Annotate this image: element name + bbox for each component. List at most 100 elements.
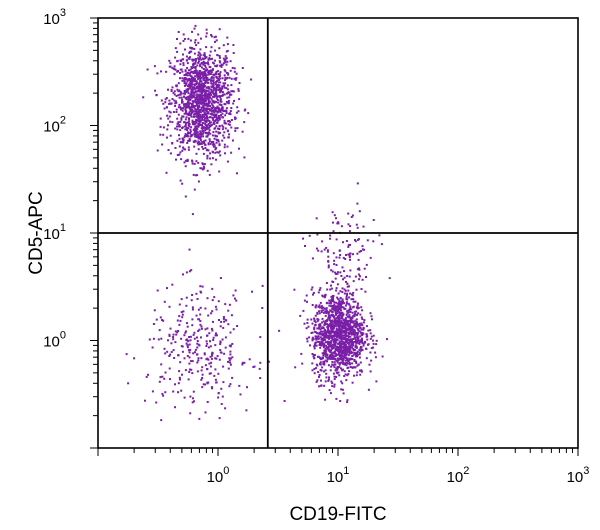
data-point — [179, 93, 182, 96]
data-point — [178, 125, 181, 128]
data-point — [194, 348, 197, 351]
data-point — [334, 318, 337, 321]
data-point — [177, 125, 180, 128]
data-point — [206, 157, 209, 160]
data-point — [219, 64, 222, 67]
data-point — [125, 353, 128, 356]
data-point — [200, 101, 203, 104]
data-point — [357, 363, 360, 366]
data-point — [184, 110, 187, 113]
data-point — [209, 58, 212, 61]
data-point — [215, 158, 217, 161]
data-point — [316, 335, 319, 338]
data-point — [312, 293, 314, 296]
data-point — [345, 339, 348, 342]
data-point — [213, 119, 216, 122]
data-point — [333, 352, 336, 355]
data-point — [333, 366, 336, 369]
data-point — [332, 281, 335, 283]
data-point — [228, 133, 231, 136]
data-point — [313, 328, 316, 331]
data-point — [196, 298, 199, 300]
data-point — [183, 161, 186, 164]
data-point — [328, 342, 331, 345]
data-point — [344, 332, 347, 335]
data-point — [193, 130, 196, 133]
data-point — [187, 83, 190, 86]
data-point — [357, 329, 360, 332]
data-point — [206, 86, 209, 89]
data-point — [224, 122, 227, 125]
data-point — [323, 248, 326, 251]
data-point — [328, 330, 331, 333]
data-point — [208, 138, 211, 141]
data-point — [358, 268, 361, 271]
data-point — [185, 112, 187, 115]
data-point — [196, 125, 199, 128]
data-point — [224, 407, 227, 410]
data-point — [215, 65, 218, 68]
data-point — [180, 101, 183, 104]
data-point — [176, 154, 179, 156]
data-point — [221, 85, 224, 88]
data-point — [340, 340, 343, 343]
data-point — [326, 360, 328, 363]
data-point — [361, 334, 364, 337]
data-point — [215, 308, 218, 311]
data-point — [355, 360, 357, 363]
data-point — [339, 336, 342, 339]
data-point — [212, 142, 215, 145]
data-point — [195, 103, 198, 106]
data-point — [197, 148, 200, 151]
data-point — [210, 361, 213, 364]
data-point — [201, 145, 204, 148]
data-point — [354, 331, 357, 334]
data-point — [204, 120, 207, 123]
data-point — [231, 66, 234, 69]
data-point — [316, 320, 319, 323]
data-point — [238, 82, 241, 84]
data-point — [332, 339, 335, 341]
data-point — [352, 253, 354, 256]
data-point — [322, 360, 325, 363]
data-point — [308, 336, 311, 339]
data-point — [200, 76, 203, 79]
data-point — [253, 365, 256, 368]
data-point — [172, 336, 175, 338]
data-point — [204, 64, 207, 67]
data-point — [330, 326, 332, 329]
data-point — [218, 109, 221, 112]
data-point — [200, 357, 203, 360]
data-point — [355, 346, 358, 349]
data-point — [313, 345, 316, 348]
data-point — [185, 271, 188, 274]
data-point — [167, 339, 169, 342]
data-point — [356, 364, 359, 367]
data-point — [183, 81, 186, 84]
data-point — [278, 329, 281, 332]
data-point — [178, 370, 181, 373]
data-point — [205, 345, 208, 347]
data-point — [346, 401, 349, 404]
data-point — [344, 359, 347, 362]
data-point — [314, 330, 317, 333]
data-point — [191, 104, 194, 107]
data-point — [341, 299, 344, 302]
data-point — [215, 357, 218, 360]
data-point — [337, 357, 340, 360]
data-point — [347, 354, 350, 357]
data-point — [172, 390, 175, 393]
data-point — [208, 108, 211, 111]
data-point — [341, 357, 344, 360]
data-point — [195, 98, 198, 101]
data-point — [162, 394, 165, 397]
data-point — [337, 347, 340, 350]
data-point — [168, 99, 171, 102]
data-point — [190, 126, 193, 129]
data-point — [319, 328, 322, 331]
data-point — [169, 378, 171, 381]
data-point — [338, 299, 341, 302]
data-point — [198, 118, 201, 121]
data-point — [213, 81, 215, 84]
data-point — [193, 52, 196, 55]
